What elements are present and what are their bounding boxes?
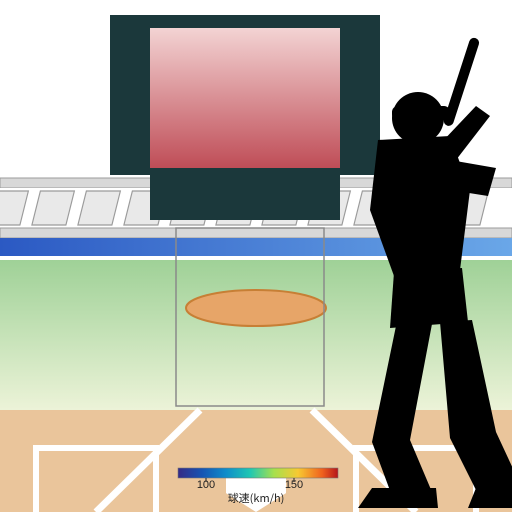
pitch-location-diagram: 100 150球速(km/h): [0, 0, 512, 512]
speed-tick-label: 150: [285, 479, 303, 491]
speed-colorbar: [178, 468, 338, 478]
speed-tick-label: 100: [197, 479, 215, 491]
scene-svg: 100 150球速(km/h): [0, 0, 512, 512]
strike-zone: [176, 228, 324, 406]
scoreboard-base: [150, 175, 340, 220]
scoreboard-screen: [150, 28, 340, 168]
speed-axis-label: 球速(km/h): [228, 490, 285, 506]
